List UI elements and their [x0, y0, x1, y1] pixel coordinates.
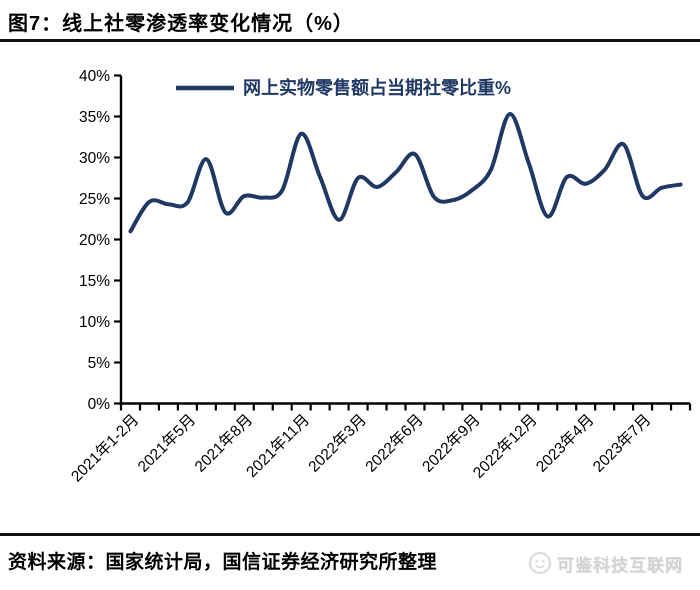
axis-lines: [119, 75, 690, 405]
legend-label: 网上实物零售额占当期社零比重%: [243, 77, 511, 98]
y-tick-label: 35%: [79, 109, 110, 126]
source-note: 资料来源：国家统计局，国信证券经济研究所整理: [8, 552, 438, 573]
line-chart: 0% 5% 10% 15% 20% 25% 30% 35% 40% 2021年1-2月 2021年5…: [0, 40, 700, 536]
chart-canvas: 0% 5% 10% 15% 20% 25% 30% 35% 40% 2021年1-2月2021年5…: [67, 68, 692, 486]
y-tick-label: 25%: [79, 191, 110, 208]
title-divider: [0, 39, 700, 42]
x-tick-label: 2023年7月: [589, 411, 654, 476]
y-tick-label: 30%: [79, 150, 110, 167]
x-tick-label: 2021年5月: [134, 411, 199, 476]
y-tick-label: 10%: [79, 314, 110, 331]
watermark-logo-icon: [529, 552, 551, 574]
watermark-text: 可鉴科技互联网: [557, 555, 683, 575]
watermark: 可鉴科技互联网: [528, 548, 683, 578]
y-tick-label: 40%: [79, 68, 110, 85]
y-tick-label: 5%: [88, 355, 111, 372]
x-tick-label: 2022年3月: [305, 411, 370, 476]
x-tick-label: 2023年4月: [532, 411, 597, 476]
footer-divider: [0, 533, 700, 536]
x-tick-label: 2022年6月: [362, 411, 427, 476]
y-tick-label: 20%: [79, 232, 110, 249]
y-tick-label: 15%: [79, 273, 110, 290]
figure-title: 图7：线上社零渗透率变化情况（%）: [8, 13, 354, 35]
series-line: [128, 112, 683, 234]
y-tick-label: 0%: [88, 396, 111, 413]
x-tick-label: 2021年1-2月: [67, 411, 142, 486]
